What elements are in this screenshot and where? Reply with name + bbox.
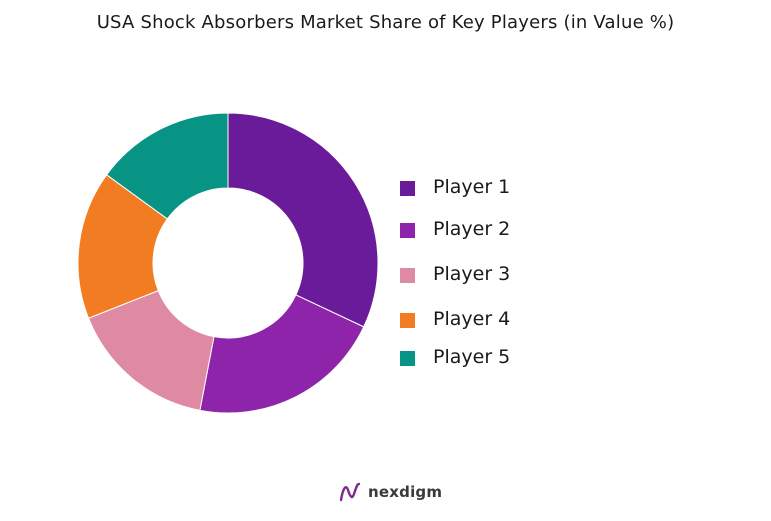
chart-title: USA Shock Absorbers Market Share of Key …	[96, 12, 675, 33]
legend-item-4: Player 4	[400, 306, 600, 334]
legend-swatch	[400, 268, 415, 283]
donut-slice-1	[227, 112, 379, 328]
legend-label: Player 3	[433, 263, 511, 285]
legend-item-3: Player 3	[400, 261, 600, 289]
legend-item-2: Player 2	[400, 216, 600, 244]
donut-slice-2	[199, 294, 365, 414]
legend-label: Player 4	[433, 308, 511, 330]
legend-item-1: Player 1	[400, 174, 600, 202]
legend-swatch	[400, 181, 415, 196]
legend-label: Player 2	[433, 218, 511, 240]
donut-slice-5	[105, 112, 229, 220]
legend-label: Player 5	[433, 346, 511, 368]
legend-item-5: Player 5	[400, 344, 600, 372]
legend-swatch	[400, 351, 415, 366]
brand-footer: nexdigm	[338, 480, 442, 504]
nexdigm-logo-icon	[339, 482, 361, 502]
legend-swatch	[400, 313, 415, 328]
brand-name: nexdigm	[368, 483, 443, 501]
legend-swatch	[400, 223, 415, 238]
legend-label: Player 1	[433, 176, 511, 198]
